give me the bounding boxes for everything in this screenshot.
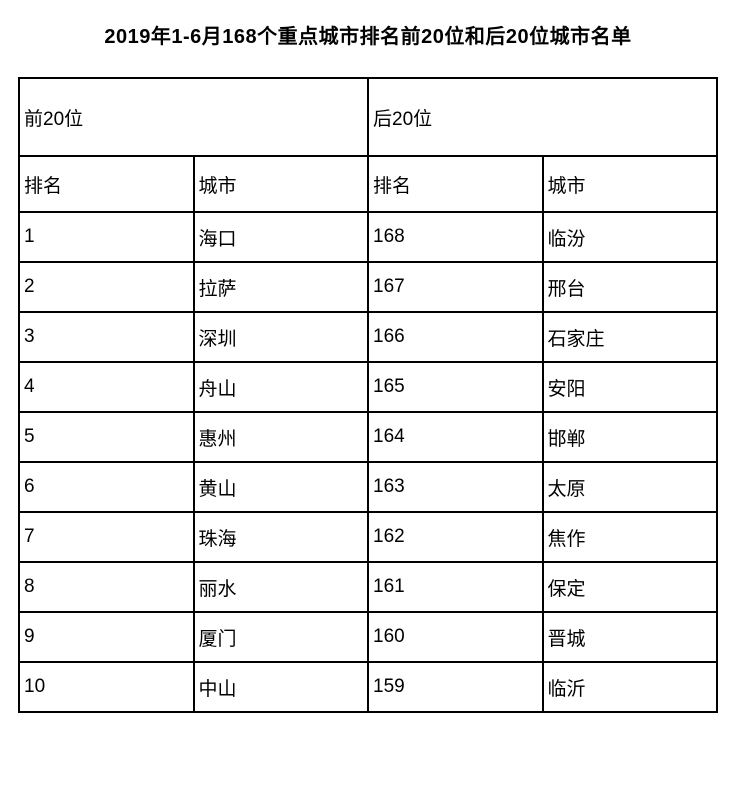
page-title: 2019年1-6月168个重点城市排名前20位和后20位城市名单 [18,20,718,49]
top-rank-cell: 3 [19,312,194,362]
table-row: 10 中山 159 临沂 [19,662,717,712]
bottom-rank-cell: 168 [368,212,543,262]
top-rank-cell: 2 [19,262,194,312]
top-city-header: 城市 [194,156,369,212]
table-row: 8 丽水 161 保定 [19,562,717,612]
top-city-cell: 深圳 [194,312,369,362]
bottom-city-cell: 安阳 [543,362,718,412]
table-row: 6 黄山 163 太原 [19,462,717,512]
bottom-city-cell: 晋城 [543,612,718,662]
bottom-city-header: 城市 [543,156,718,212]
bottom-rank-cell: 159 [368,662,543,712]
top-rank-cell: 7 [19,512,194,562]
bottom-city-cell: 邢台 [543,262,718,312]
group-header-row: 前20位 后20位 [19,78,717,156]
bottom-city-cell: 石家庄 [543,312,718,362]
bottom-group-header: 后20位 [368,78,717,156]
bottom-city-cell: 临汾 [543,212,718,262]
bottom-rank-cell: 166 [368,312,543,362]
table-row: 2 拉萨 167 邢台 [19,262,717,312]
top-city-cell: 厦门 [194,612,369,662]
table-row: 5 惠州 164 邯郸 [19,412,717,462]
top-rank-header: 排名 [19,156,194,212]
top-city-cell: 黄山 [194,462,369,512]
ranking-table: 前20位 后20位 排名 城市 排名 城市 1 海口 168 临汾 2 拉萨 1… [18,77,718,713]
bottom-rank-header: 排名 [368,156,543,212]
bottom-city-cell: 临沂 [543,662,718,712]
bottom-rank-cell: 160 [368,612,543,662]
bottom-rank-cell: 165 [368,362,543,412]
top-city-cell: 拉萨 [194,262,369,312]
top-rank-cell: 6 [19,462,194,512]
top-city-cell: 舟山 [194,362,369,412]
table-row: 3 深圳 166 石家庄 [19,312,717,362]
sub-header-row: 排名 城市 排名 城市 [19,156,717,212]
top-rank-cell: 4 [19,362,194,412]
bottom-city-cell: 焦作 [543,512,718,562]
top-city-cell: 中山 [194,662,369,712]
table-row: 9 厦门 160 晋城 [19,612,717,662]
table-row: 7 珠海 162 焦作 [19,512,717,562]
table-row: 4 舟山 165 安阳 [19,362,717,412]
top-city-cell: 海口 [194,212,369,262]
bottom-rank-cell: 161 [368,562,543,612]
top-rank-cell: 10 [19,662,194,712]
bottom-rank-cell: 167 [368,262,543,312]
top-rank-cell: 5 [19,412,194,462]
bottom-rank-cell: 162 [368,512,543,562]
top-city-cell: 丽水 [194,562,369,612]
bottom-rank-cell: 163 [368,462,543,512]
bottom-rank-cell: 164 [368,412,543,462]
bottom-city-cell: 邯郸 [543,412,718,462]
bottom-city-cell: 太原 [543,462,718,512]
table-body: 1 海口 168 临汾 2 拉萨 167 邢台 3 深圳 166 石家庄 4 舟… [19,212,717,712]
top-city-cell: 惠州 [194,412,369,462]
top-city-cell: 珠海 [194,512,369,562]
top-rank-cell: 9 [19,612,194,662]
table-row: 1 海口 168 临汾 [19,212,717,262]
bottom-city-cell: 保定 [543,562,718,612]
top-rank-cell: 8 [19,562,194,612]
top-rank-cell: 1 [19,212,194,262]
top-group-header: 前20位 [19,78,368,156]
